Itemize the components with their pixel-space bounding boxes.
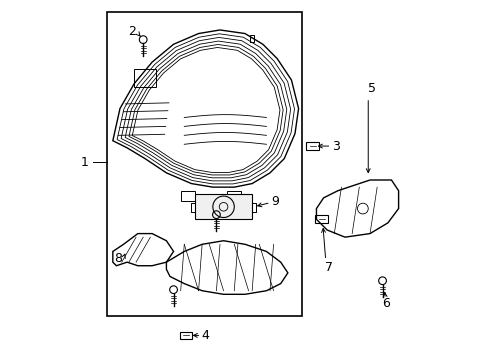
- Polygon shape: [195, 194, 252, 219]
- Text: 1: 1: [80, 156, 88, 168]
- Text: 3: 3: [332, 140, 340, 153]
- Text: 9: 9: [271, 195, 279, 208]
- Text: 6: 6: [382, 297, 390, 310]
- Text: 7: 7: [325, 261, 333, 274]
- Text: 2: 2: [128, 25, 136, 38]
- Text: 4: 4: [202, 329, 210, 342]
- Text: 5: 5: [368, 82, 376, 95]
- Text: 8: 8: [114, 252, 122, 265]
